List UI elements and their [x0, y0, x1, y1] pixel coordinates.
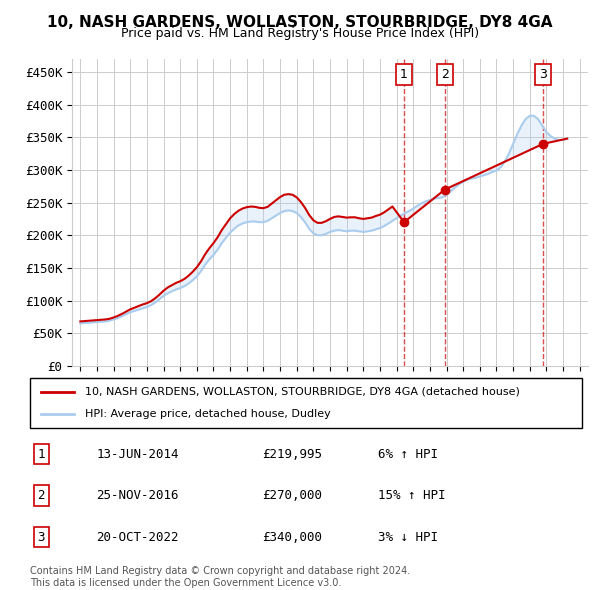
Text: Price paid vs. HM Land Registry's House Price Index (HPI): Price paid vs. HM Land Registry's House … — [121, 27, 479, 40]
Text: 6% ↑ HPI: 6% ↑ HPI — [378, 448, 438, 461]
Text: 25-NOV-2016: 25-NOV-2016 — [96, 489, 179, 502]
Text: 10, NASH GARDENS, WOLLASTON, STOURBRIDGE, DY8 4GA (detached house): 10, NASH GARDENS, WOLLASTON, STOURBRIDGE… — [85, 386, 520, 396]
Text: 13-JUN-2014: 13-JUN-2014 — [96, 448, 179, 461]
Text: 2: 2 — [441, 68, 449, 81]
Text: 3: 3 — [37, 530, 45, 543]
Text: 1: 1 — [400, 68, 408, 81]
Text: 1: 1 — [37, 448, 45, 461]
Text: 15% ↑ HPI: 15% ↑ HPI — [378, 489, 445, 502]
Text: 20-OCT-2022: 20-OCT-2022 — [96, 530, 179, 543]
Text: £340,000: £340,000 — [262, 530, 322, 543]
Text: 3: 3 — [539, 68, 547, 81]
Text: £219,995: £219,995 — [262, 448, 322, 461]
Text: 10, NASH GARDENS, WOLLASTON, STOURBRIDGE, DY8 4GA: 10, NASH GARDENS, WOLLASTON, STOURBRIDGE… — [47, 15, 553, 30]
FancyBboxPatch shape — [30, 378, 582, 428]
Text: HPI: Average price, detached house, Dudley: HPI: Average price, detached house, Dudl… — [85, 409, 331, 419]
Text: 2: 2 — [37, 489, 45, 502]
Text: 3% ↓ HPI: 3% ↓ HPI — [378, 530, 438, 543]
Text: £270,000: £270,000 — [262, 489, 322, 502]
Text: Contains HM Land Registry data © Crown copyright and database right 2024.
This d: Contains HM Land Registry data © Crown c… — [30, 566, 410, 588]
